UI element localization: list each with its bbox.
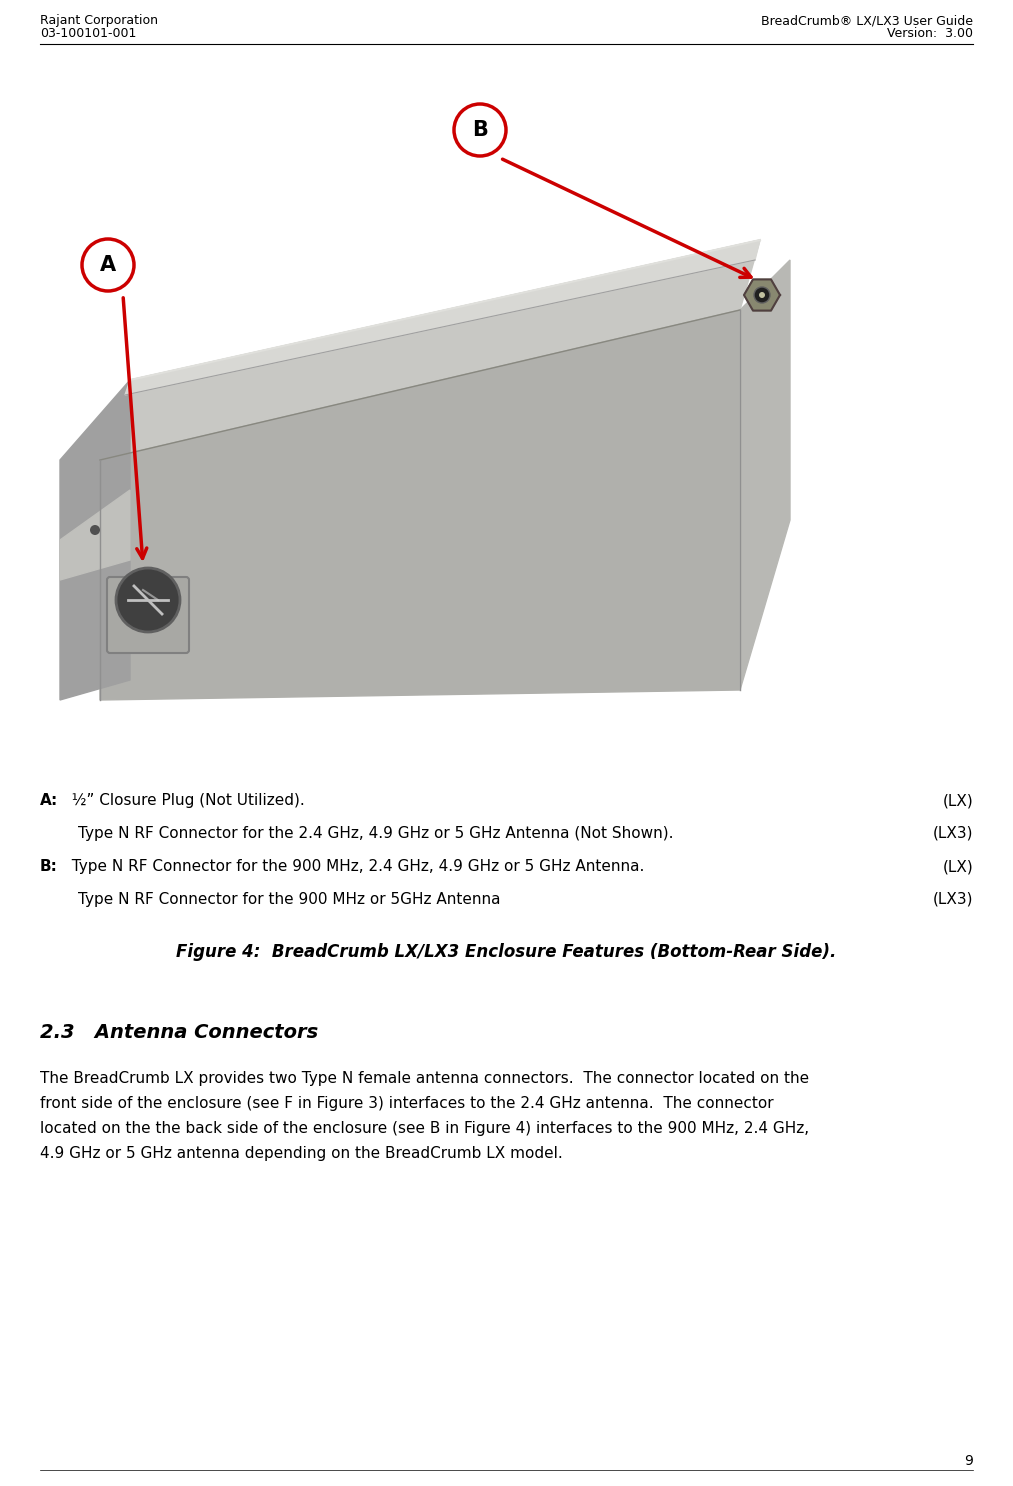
Circle shape (754, 287, 770, 303)
Text: Type N RF Connector for the 2.4 GHz, 4.9 GHz or 5 GHz Antenna (Not Shown).: Type N RF Connector for the 2.4 GHz, 4.9… (78, 826, 674, 841)
Text: 9: 9 (964, 1453, 973, 1468)
Polygon shape (60, 490, 130, 580)
Text: (LX): (LX) (942, 859, 973, 874)
Polygon shape (60, 380, 130, 700)
Text: (LX3): (LX3) (933, 826, 973, 841)
Circle shape (454, 104, 506, 156)
FancyBboxPatch shape (107, 577, 189, 652)
Text: BreadCrumb® LX/LX3 User Guide: BreadCrumb® LX/LX3 User Guide (761, 13, 973, 27)
Text: Figure 4:  BreadCrumb LX/LX3 Enclosure Features (Bottom-Rear Side).: Figure 4: BreadCrumb LX/LX3 Enclosure Fe… (176, 944, 836, 961)
Circle shape (116, 568, 180, 632)
Text: (LX): (LX) (942, 794, 973, 808)
Circle shape (759, 293, 765, 299)
Polygon shape (100, 311, 741, 700)
Text: Type N RF Connector for the 900 MHz, 2.4 GHz, 4.9 GHz or 5 GHz Antenna.: Type N RF Connector for the 900 MHz, 2.4… (62, 859, 644, 874)
Text: B: B (472, 120, 488, 140)
Text: Rajant Corporation: Rajant Corporation (40, 13, 158, 27)
Text: A: A (100, 256, 116, 275)
Circle shape (90, 525, 100, 535)
Text: 4.9 GHz or 5 GHz antenna depending on the BreadCrumb LX model.: 4.9 GHz or 5 GHz antenna depending on th… (40, 1146, 563, 1161)
Polygon shape (100, 241, 760, 461)
Text: A:: A: (40, 794, 59, 808)
Text: B:: B: (40, 859, 58, 874)
Text: ½” Closure Plug (Not Utilized).: ½” Closure Plug (Not Utilized). (62, 794, 305, 808)
Polygon shape (125, 241, 760, 395)
Text: Type N RF Connector for the 900 MHz or 5GHz Antenna: Type N RF Connector for the 900 MHz or 5… (78, 892, 500, 906)
Text: front side of the enclosure (see F in Figure 3) interfaces to the 2.4 GHz antenn: front side of the enclosure (see F in Fi… (40, 1097, 774, 1112)
Polygon shape (741, 260, 790, 690)
Circle shape (82, 239, 134, 291)
Text: (LX3): (LX3) (933, 892, 973, 906)
Text: 2.3   Antenna Connectors: 2.3 Antenna Connectors (40, 1022, 318, 1042)
Text: Version:  3.00: Version: 3.00 (887, 27, 973, 40)
Text: The BreadCrumb LX provides two Type N female antenna connectors.  The connector : The BreadCrumb LX provides two Type N fe… (40, 1071, 809, 1086)
Text: located on the the back side of the enclosure (see B in Figure 4) interfaces to : located on the the back side of the encl… (40, 1120, 809, 1135)
Polygon shape (744, 279, 780, 311)
Text: 03-100101-001: 03-100101-001 (40, 27, 137, 40)
